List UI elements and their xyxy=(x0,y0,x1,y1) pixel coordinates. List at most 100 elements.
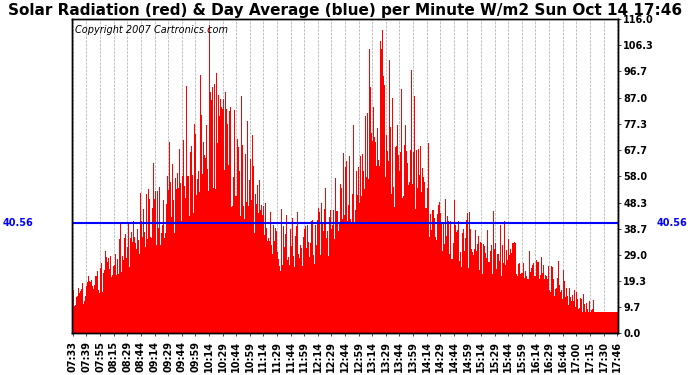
Bar xyxy=(550,292,551,333)
Bar xyxy=(171,217,172,333)
Bar xyxy=(153,162,154,333)
Bar xyxy=(144,232,145,333)
Bar xyxy=(257,185,258,333)
Bar xyxy=(215,189,216,333)
Bar xyxy=(315,225,316,333)
Bar xyxy=(441,222,442,333)
Text: Copyright 2007 Cartronics.com: Copyright 2007 Cartronics.com xyxy=(75,25,228,35)
Text: 40.56: 40.56 xyxy=(656,219,687,228)
Bar xyxy=(591,310,592,333)
Bar xyxy=(438,205,439,333)
Bar xyxy=(177,173,178,333)
Bar xyxy=(450,222,451,333)
Bar xyxy=(72,294,73,333)
Bar xyxy=(208,191,209,333)
Bar xyxy=(385,177,386,333)
Bar xyxy=(271,245,272,333)
Bar xyxy=(374,137,375,333)
Bar xyxy=(455,225,456,333)
Bar xyxy=(500,225,501,333)
Bar xyxy=(474,249,475,333)
Bar xyxy=(502,245,503,333)
Bar xyxy=(339,184,341,333)
Bar xyxy=(219,116,220,333)
Bar xyxy=(364,183,366,333)
Bar xyxy=(423,177,424,333)
Bar xyxy=(372,141,373,333)
Bar xyxy=(276,231,277,333)
Bar xyxy=(358,166,359,333)
Bar xyxy=(291,246,292,333)
Bar xyxy=(448,221,449,333)
Bar xyxy=(100,268,101,333)
Bar xyxy=(375,142,376,333)
Bar xyxy=(561,290,562,333)
Bar xyxy=(571,301,572,333)
Bar xyxy=(316,245,317,333)
Bar xyxy=(528,279,529,333)
Bar xyxy=(191,146,193,333)
Bar xyxy=(226,109,227,333)
Bar xyxy=(543,265,544,333)
Bar xyxy=(267,242,268,333)
Bar xyxy=(248,206,249,333)
Bar xyxy=(349,156,351,333)
Bar xyxy=(77,296,78,333)
Bar xyxy=(329,216,330,333)
Bar xyxy=(283,226,284,333)
Bar xyxy=(224,170,225,333)
Bar xyxy=(274,241,275,333)
Bar xyxy=(292,218,293,333)
Bar xyxy=(85,296,86,333)
Bar xyxy=(231,207,233,333)
Bar xyxy=(163,200,164,333)
Bar xyxy=(522,275,524,333)
Bar xyxy=(573,302,574,333)
Bar xyxy=(293,233,295,333)
Bar xyxy=(415,209,416,333)
Bar xyxy=(604,312,605,333)
Bar xyxy=(488,262,489,333)
Bar xyxy=(255,194,256,333)
Bar xyxy=(379,166,380,333)
Bar xyxy=(593,312,595,333)
Bar xyxy=(527,279,528,333)
Bar xyxy=(221,78,222,333)
Bar xyxy=(519,263,520,333)
Bar xyxy=(555,289,556,333)
Bar xyxy=(240,216,241,333)
Bar xyxy=(120,224,121,333)
Bar xyxy=(526,276,527,333)
Bar xyxy=(468,235,469,333)
Bar xyxy=(368,179,369,333)
Bar xyxy=(110,282,112,333)
Bar xyxy=(143,212,144,333)
Bar xyxy=(117,260,118,333)
Bar xyxy=(433,210,434,333)
Bar xyxy=(549,290,550,333)
Bar xyxy=(86,286,87,333)
Bar xyxy=(297,212,298,333)
Bar xyxy=(456,232,457,333)
Bar xyxy=(94,285,95,333)
Bar xyxy=(337,211,338,333)
Bar xyxy=(169,142,170,333)
Bar xyxy=(146,194,147,333)
Bar xyxy=(451,240,453,333)
Bar xyxy=(513,242,515,333)
Bar xyxy=(145,247,146,333)
Bar xyxy=(572,295,573,333)
Bar xyxy=(615,312,617,333)
Bar xyxy=(447,216,448,333)
Bar xyxy=(186,86,187,333)
Bar xyxy=(242,145,243,333)
Bar xyxy=(307,225,308,333)
Bar xyxy=(299,245,301,333)
Text: 40.56: 40.56 xyxy=(3,219,34,228)
Bar xyxy=(485,253,486,333)
Bar xyxy=(346,160,347,333)
Bar xyxy=(476,251,477,333)
Bar xyxy=(253,206,255,333)
Bar xyxy=(284,234,286,333)
Bar xyxy=(288,257,289,333)
